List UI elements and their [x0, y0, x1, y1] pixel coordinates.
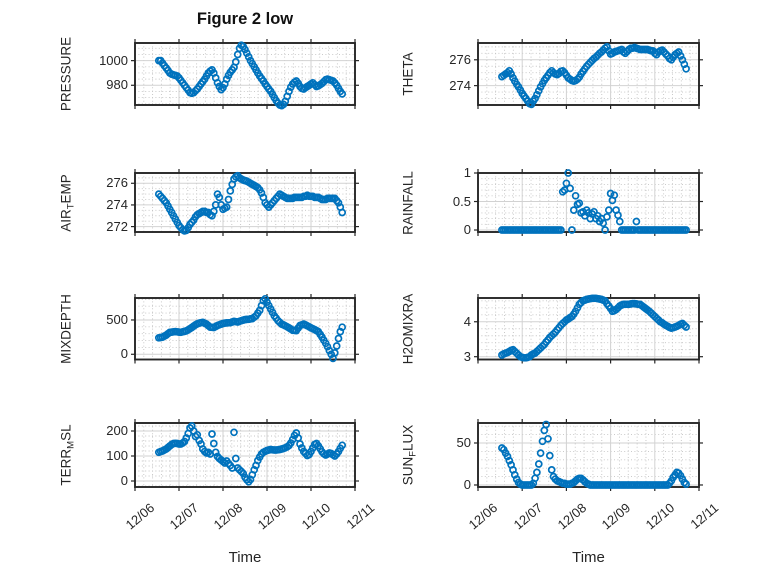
y-tick-label-theta: 274 [449, 77, 471, 93]
major-gridlines [478, 423, 699, 487]
x-tick-label: 12/08 [211, 500, 246, 533]
subplot-theta-plot [474, 39, 703, 109]
axes-box [131, 419, 359, 491]
y-tick-label-theta: 276 [449, 51, 471, 67]
subplot-pressure-plot [131, 39, 359, 110]
x-tick-label: 12/10 [299, 500, 334, 533]
y-tick-label-rainfall: 0 [463, 222, 471, 237]
y-axis-label-theta: THETA [400, 52, 416, 96]
y-tick-label-pressure: 1000 [99, 52, 128, 68]
y-axis-label-mixdepth: MIXDEPTH [58, 293, 74, 364]
y-axis-label-terr-msl: TERRMSL [58, 424, 77, 486]
data-markers [498, 169, 690, 234]
major-gridlines [478, 172, 699, 232]
y-tick-label-mixdepth: 0 [120, 346, 128, 362]
y-axis-label-rainfall: RAINFALL [400, 170, 416, 235]
minor-gridlines [478, 173, 699, 232]
minor-gridlines [478, 423, 699, 487]
y-axis-label-air-temp: AIRTEMP [58, 173, 77, 232]
y-axis-label-sun-flux: SUNFLUX [400, 424, 419, 486]
subplot-h2omixra-plot [474, 294, 703, 364]
data-markers [154, 294, 347, 363]
y-tick-label-air-temp: 274 [106, 196, 128, 212]
data-markers [154, 41, 347, 110]
x-tick-label: 12/09 [598, 500, 634, 533]
data-markers [498, 43, 690, 109]
subplot-air-temp-plot [131, 169, 359, 236]
y-axis-label-h2omixra: H2OMIXRA [400, 293, 416, 365]
data-markers [498, 294, 690, 362]
x-tick-label: 12/10 [642, 500, 678, 533]
figure-title: Figure 2 low [196, 10, 294, 28]
y-tick-label-h2omixra: 3 [463, 348, 471, 364]
y-tick-label-terr-msl: 200 [106, 423, 128, 438]
x-tick-label: 12/09 [255, 500, 290, 533]
x-tick-label: 12/06 [123, 500, 158, 533]
subplot-terr-msl-plot [131, 419, 359, 491]
y-tick-label-air-temp: 272 [106, 218, 128, 234]
x-axis-label-left: Time [228, 549, 262, 566]
y-tick-label-pressure: 980 [106, 77, 128, 93]
data-markers [154, 171, 347, 235]
axes-box [131, 294, 359, 364]
y-tick-label-mixdepth: 500 [106, 311, 128, 327]
x-tick-label: 12/07 [510, 500, 545, 533]
y-tick-label-rainfall: 0.5 [452, 193, 471, 209]
subplot-rainfall-plot [474, 169, 703, 236]
y-tick-label-sun-flux: 50 [456, 434, 471, 450]
x-tick-label: 12/11 [687, 500, 722, 532]
subplot-sun-flux-plot [474, 419, 703, 491]
minor-gridlines [135, 298, 355, 360]
x-tick-label: 12/08 [554, 500, 590, 533]
y-tick-label-terr-msl: 100 [106, 448, 128, 463]
axes-box [131, 39, 359, 109]
y-tick-label-rainfall: 1 [463, 165, 471, 180]
axes-box [474, 39, 703, 109]
x-tick-label: 12/06 [466, 500, 501, 533]
y-tick-label-sun-flux: 0 [463, 476, 471, 492]
data-markers [498, 420, 690, 489]
x-axis-label-right: Time [572, 549, 605, 566]
y-tick-label-terr-msl: 0 [120, 473, 128, 488]
axes-box [474, 169, 703, 236]
major-gridlines [135, 298, 355, 360]
minor-gridlines [478, 298, 699, 360]
data-markers [154, 422, 347, 486]
x-tick-label: 12/11 [343, 500, 378, 532]
axes-box [131, 169, 359, 236]
subplot-mixdepth-plot [131, 294, 359, 364]
x-tick-label: 12/07 [167, 500, 202, 533]
y-tick-label-air-temp: 276 [106, 175, 128, 191]
y-tick-label-h2omixra: 4 [463, 313, 471, 329]
y-axis-label-pressure: PRESSURE [58, 36, 74, 112]
